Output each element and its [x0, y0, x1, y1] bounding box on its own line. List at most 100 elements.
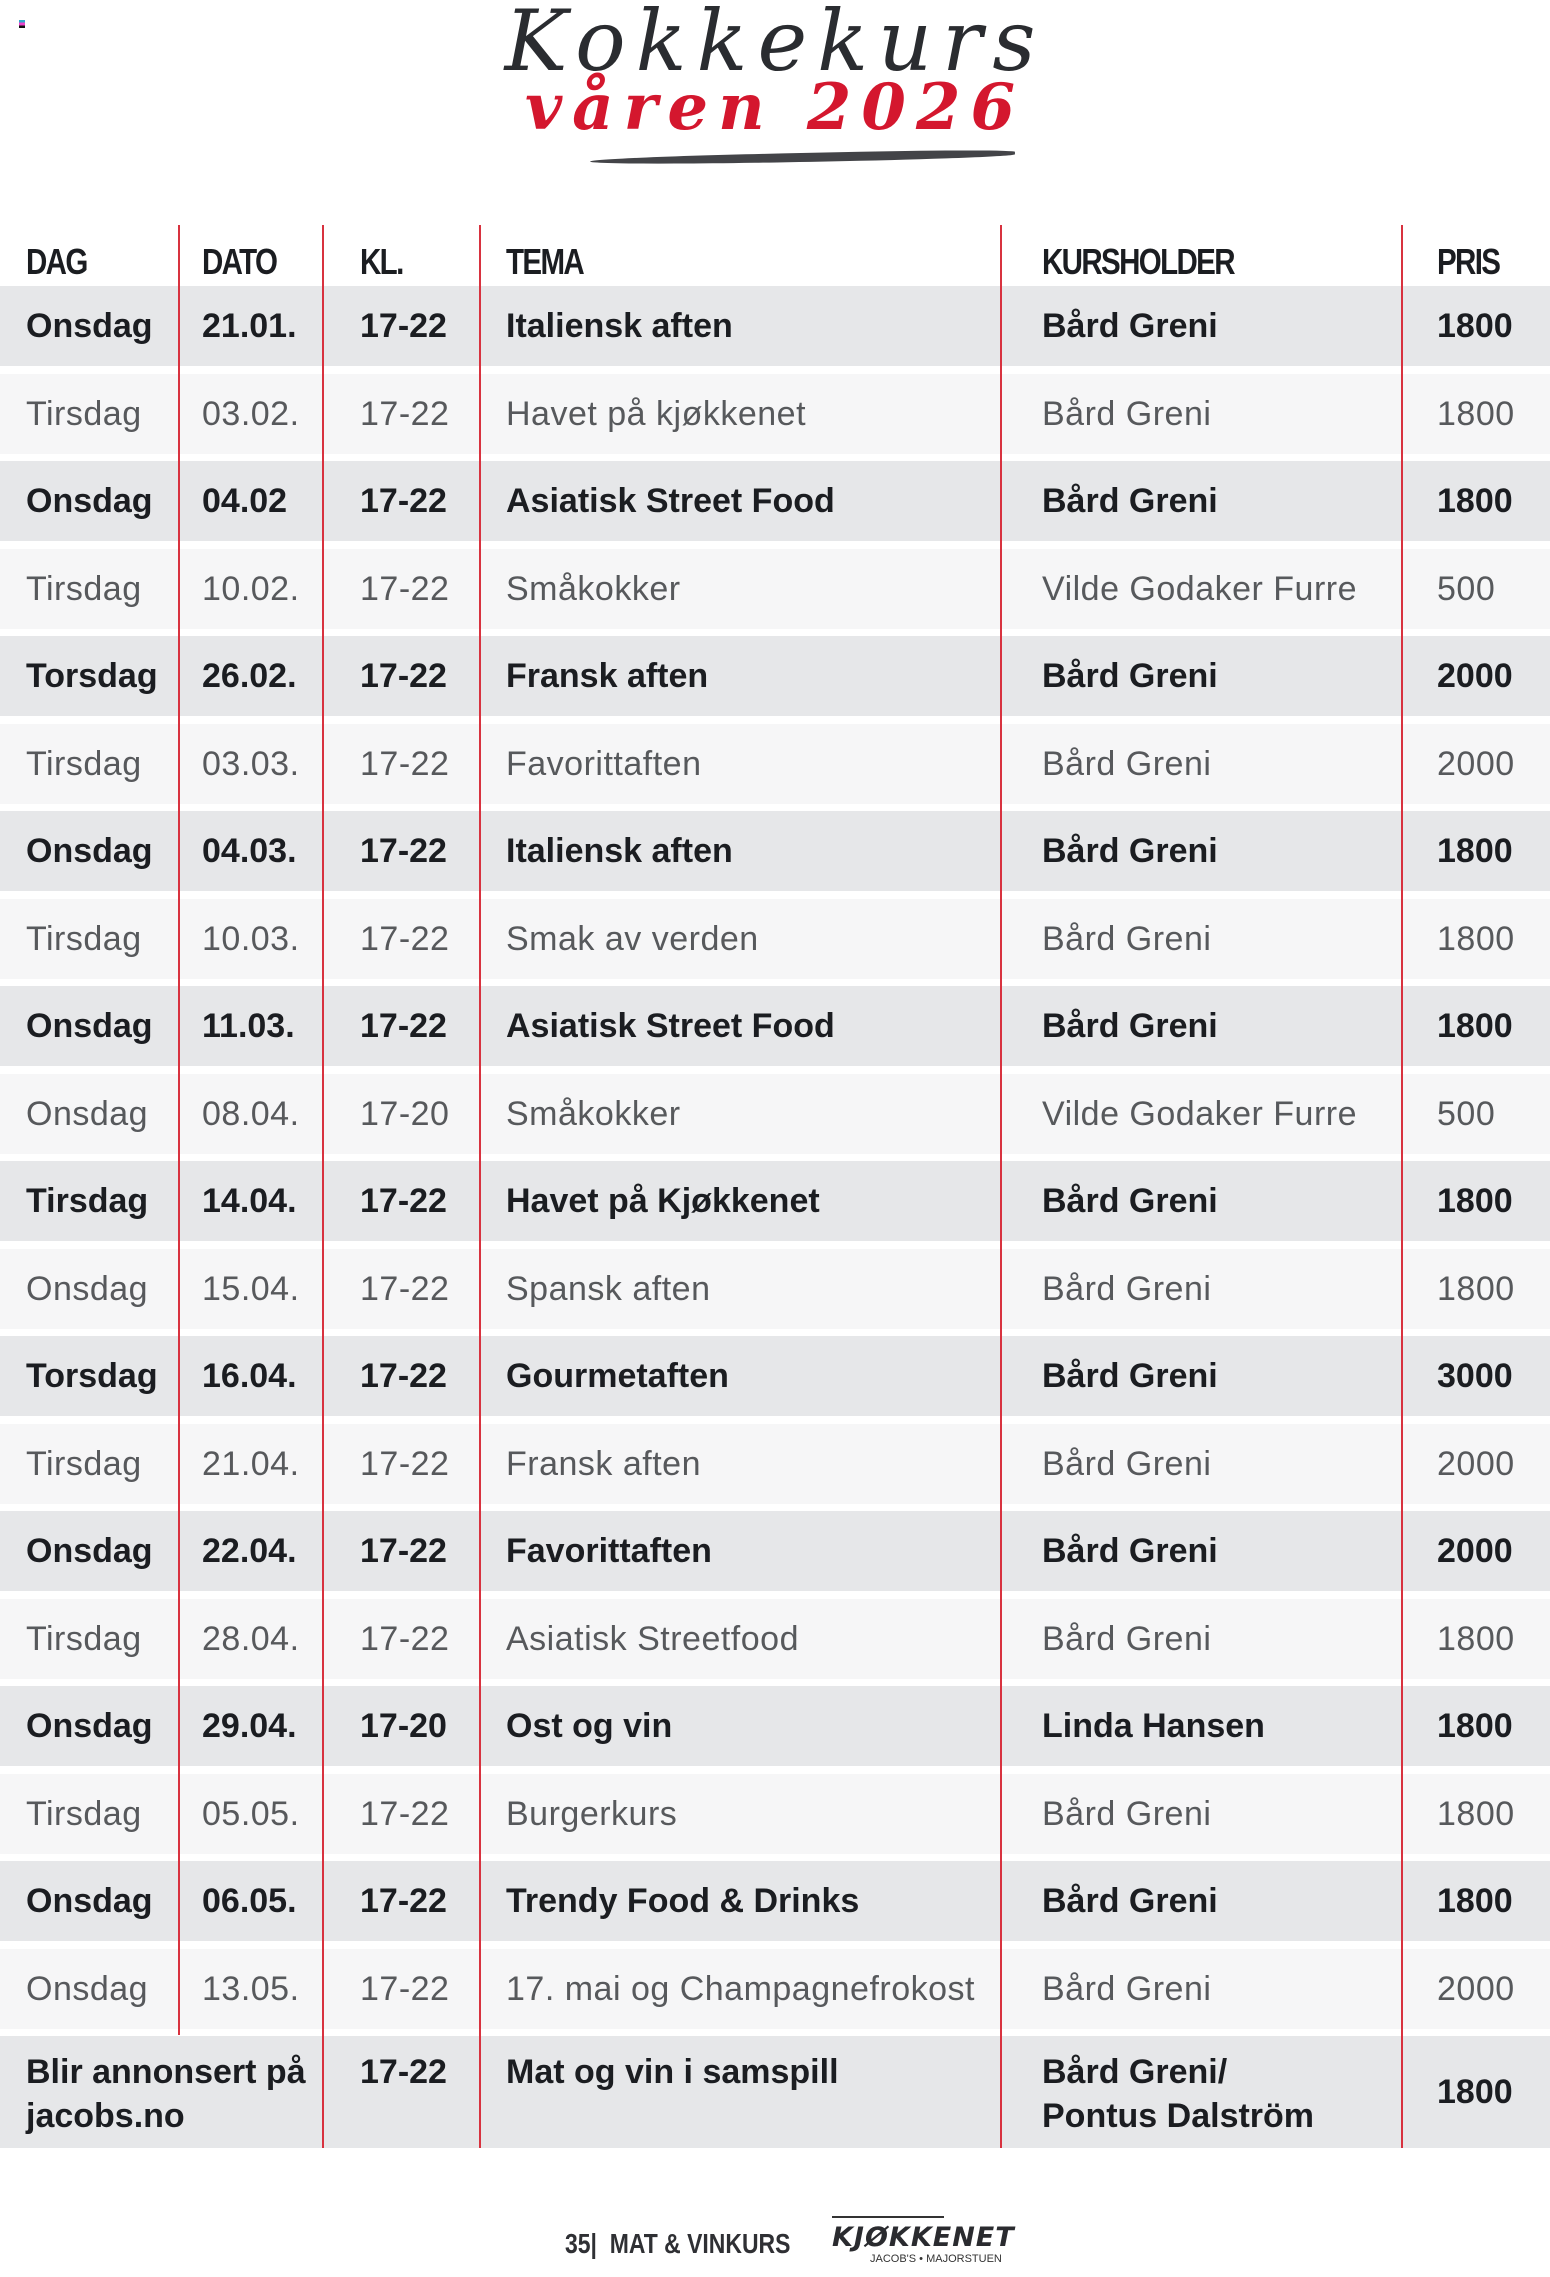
cell-tema: Asiatisk Street Food [506, 482, 835, 520]
footer: 35| MAT & VINKURS [565, 2228, 790, 2260]
cell-dag: Blir annonsert på jacobs.no [26, 2050, 306, 2138]
cell-tema: Italiensk aften [506, 832, 733, 870]
cell-pris: 1800 [1437, 394, 1515, 433]
cell-pris: 1800 [1437, 1707, 1513, 1745]
cell-tema: Småkokker [506, 569, 681, 608]
column-divider [178, 225, 180, 2035]
cell-kl: 17-22 [360, 569, 450, 608]
cell-tema: Asiatisk Streetfood [506, 1619, 799, 1658]
table-row: Torsdag 26.02. 17-22 Fransk aften Bård Greni… [0, 636, 1550, 716]
cell-pris: 1800 [1437, 1794, 1515, 1833]
cell-tema: Asiatisk Street Food [506, 1007, 835, 1045]
cell-dag: Tirsdag [26, 744, 142, 783]
column-header-dato: DATO [202, 241, 278, 282]
table-row: Tirsdag 03.03. 17-22 Favorittaften Bård Gren… [0, 723, 1550, 804]
table-row: Tirsdag 28.04. 17-22 Asiatisk Streetfood Bår… [0, 1598, 1550, 1679]
logo-name: KJØKKENET [832, 2222, 1015, 2253]
cell-dag: Torsdag [26, 657, 158, 695]
cell-kl: 17-22 [360, 2053, 447, 2091]
page-subtitle: våren 2026 [524, 70, 1026, 145]
cell-tema: Småkokker [506, 1094, 681, 1133]
cell-tema: Favorittaften [506, 744, 702, 783]
cell-pris: 1800 [1437, 1882, 1513, 1920]
column-header-kl: KL. [360, 241, 404, 282]
cell-pris: 2000 [1437, 1532, 1513, 1570]
cell-dag: Tirsdag [26, 1444, 142, 1483]
cell-dato: 22.04. [202, 1532, 297, 1570]
cell-pris: 1800 [1437, 1619, 1515, 1658]
cell-dato: 28.04. [202, 1619, 300, 1658]
cell-pris: 1800 [1437, 482, 1513, 520]
cell-dag: Tirsdag [26, 1182, 149, 1220]
cell-kl: 17-22 [360, 1007, 447, 1045]
table-row: Onsdag 11.03. 17-22 Asiatisk Street Food Bår… [0, 986, 1550, 1066]
cell-pris: 500 [1437, 1094, 1496, 1133]
column-divider [1000, 225, 1002, 2148]
column-header-pris: PRIS [1437, 241, 1501, 282]
section-name: MAT & VINKURS [609, 2228, 791, 2259]
cell-dato: 06.05. [202, 1882, 297, 1920]
cell-dato: 10.03. [202, 919, 300, 958]
cell-pris: 1800 [1437, 919, 1515, 958]
table-row: Tirsdag 05.05. 17-22 Burgerkurs Bård Greni 18… [0, 1773, 1550, 1854]
cell-tema: Gourmetaften [506, 1357, 729, 1395]
cell-tema: Fransk aften [506, 657, 709, 695]
cell-dato: 10.02. [202, 569, 300, 608]
cell-dato: 11.03. [202, 1007, 295, 1045]
table-row: Torsdag 16.04. 17-22 Gourmetaften Bård Greni… [0, 1336, 1550, 1416]
cell-pris: 1800 [1437, 1182, 1513, 1220]
cell-kl: 17-22 [360, 1969, 450, 2008]
cell-kl: 17-22 [360, 744, 450, 783]
cell-kursholder-line1: Bård Greni/ [1042, 2053, 1228, 2091]
cell-kursholder: Bård Greni [1042, 1269, 1212, 1308]
cell-dag: Onsdag [26, 1882, 153, 1920]
cell-kursholder: Bård Greni [1042, 1794, 1212, 1833]
cell-kl: 17-22 [360, 832, 447, 870]
cell-dag: Onsdag [26, 1532, 153, 1570]
cell-dato: 21.04. [202, 1444, 300, 1483]
cell-kursholder: Bård Greni [1042, 1357, 1218, 1395]
cell-dag: Onsdag [26, 482, 153, 520]
cell-dato: 03.03. [202, 744, 300, 783]
cell-kl: 17-22 [360, 394, 450, 433]
logo-subtitle: JACOB'S • MAJORSTUEN [870, 2253, 1002, 2265]
table-row: Onsdag 21.01. 17-22 Italiensk aften Bård Gre… [0, 286, 1550, 366]
cell-dato: 04.02 [202, 482, 288, 520]
cell-kursholder: Bård Greni [1042, 394, 1212, 433]
cell-pris: 1800 [1437, 832, 1513, 870]
cell-dag: Onsdag [26, 1707, 153, 1745]
cell-kl: 17-22 [360, 482, 447, 520]
cell-tema: Mat og vin i samspill [506, 2053, 839, 2091]
cell-dato: 15.04. [202, 1269, 300, 1308]
cell-tema: Smak av verden [506, 919, 759, 958]
cell-dato: 13.05. [202, 1969, 300, 2008]
cell-kursholder: Bård Greni [1042, 832, 1218, 870]
cell-dato: 21.01. [202, 307, 297, 345]
cell-tema: Spansk aften [506, 1269, 711, 1308]
table-row: Onsdag 06.05. 17-22 Trendy Food & Drinks Bår… [0, 1861, 1550, 1941]
cell-pris: 2000 [1437, 744, 1515, 783]
cell-kl: 17-22 [360, 1182, 447, 1220]
cell-tema: Havet på kjøkkenet [506, 394, 807, 433]
cell-kl: 17-22 [360, 919, 450, 958]
cell-tema: Ost og vin [506, 1707, 673, 1745]
cell-pris: 1800 [1437, 1007, 1513, 1045]
cell-dag: Torsdag [26, 1357, 158, 1395]
cell-pris: 500 [1437, 569, 1496, 608]
cell-dag: Onsdag [26, 1007, 153, 1045]
cell-dag: Tirsdag [26, 1619, 142, 1658]
cell-kl: 17-20 [360, 1707, 447, 1745]
cell-kursholder: Bård Greni [1042, 657, 1218, 695]
cell-dato: 03.02. [202, 394, 300, 433]
cell-kursholder: Bård Greni [1042, 1882, 1218, 1920]
table-row: Onsdag 22.04. 17-22 Favorittaften Bård Greni… [0, 1511, 1550, 1591]
cell-dag: Onsdag [26, 307, 153, 345]
table-row: Onsdag 04.02 17-22 Asiatisk Street Food Bård… [0, 461, 1550, 541]
kjokkenet-logo: KJØKKENET JACOB'S • MAJORSTUEN [832, 2216, 1015, 2265]
cell-kursholder: Bård Greni/ Pontus Dalström [1042, 2050, 1314, 2138]
cell-pris: 2000 [1437, 1444, 1515, 1483]
cell-kursholder: Bård Greni [1042, 1969, 1212, 2008]
cell-kl: 17-22 [360, 1444, 450, 1483]
table-row: Tirsdag 21.04. 17-22 Fransk aften Bård Greni… [0, 1423, 1550, 1504]
cell-kursholder: Bård Greni [1042, 1444, 1212, 1483]
